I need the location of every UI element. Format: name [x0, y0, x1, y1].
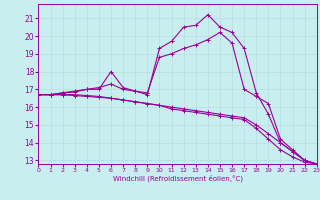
X-axis label: Windchill (Refroidissement éolien,°C): Windchill (Refroidissement éolien,°C)	[113, 175, 243, 182]
